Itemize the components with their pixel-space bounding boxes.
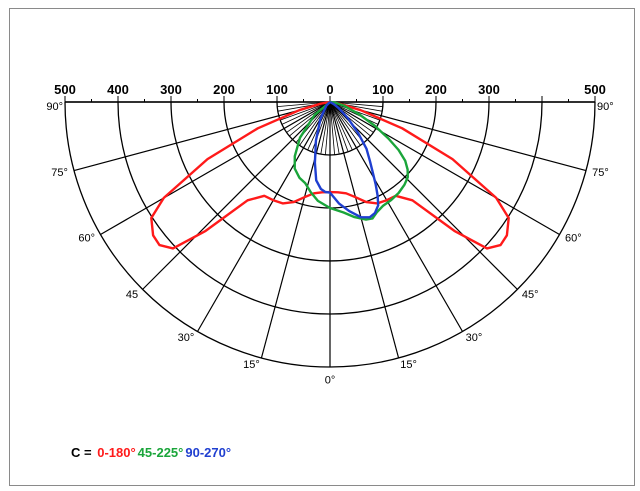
- angle-label: 75°: [592, 167, 609, 179]
- angle-label: 15°: [243, 359, 260, 371]
- grid-spoke: [260, 101, 331, 359]
- angle-label: 45°: [522, 289, 539, 301]
- radial-tick-label: 0: [326, 82, 333, 97]
- intensity-curves: [150, 100, 510, 250]
- radial-tick-label: 100: [266, 82, 288, 97]
- grid-spoke-fine: [281, 101, 331, 125]
- angle-label: 45: [126, 289, 138, 301]
- grid-spoke: [329, 101, 464, 332]
- radial-tick-label: 500: [54, 82, 76, 97]
- grid-spoke: [329, 101, 400, 359]
- angle-label: 75°: [51, 167, 68, 179]
- angle-label: 30°: [178, 332, 195, 344]
- legend-prefix: C =: [71, 445, 96, 460]
- radial-tick-label: 200: [425, 82, 447, 97]
- grid-spoke-fine: [280, 101, 331, 121]
- angle-label: 90°: [597, 101, 614, 113]
- grid-spoke-fine: [329, 101, 379, 125]
- grid-spoke: [329, 101, 560, 236]
- angle-label: 0°: [325, 374, 336, 386]
- angle-label: 90°: [46, 101, 63, 113]
- grid-spoke: [329, 101, 518, 290]
- series-45-225: [293, 100, 409, 221]
- polar-grid: [64, 96, 596, 368]
- legend-entry-0-180: 0-180°: [97, 445, 136, 460]
- angle-labels: 0° 15° 15° 30° 30° 45° 45 60° 60° 75° 75° 90° 90°: [46, 101, 613, 386]
- chart-frame: 500 400 300 200 100 0 100 200 300 500 0° 15° 15° 30°…: [9, 8, 635, 486]
- grid-spoke-fine: [329, 101, 340, 155]
- grid-spoke-fine: [324, 101, 331, 155]
- angle-label: 60°: [565, 233, 582, 245]
- grid-spoke: [100, 101, 331, 236]
- angle-label: 15°: [400, 359, 417, 371]
- radial-tick-label: 400: [107, 82, 129, 97]
- legend-entry-90-270: 90-270°: [185, 445, 232, 460]
- radial-tick-label: 500: [584, 82, 606, 97]
- grid-spoke-fine: [320, 101, 331, 155]
- series-90-270: [313, 100, 380, 219]
- grid-spoke: [73, 101, 331, 172]
- grid-spoke: [142, 101, 331, 290]
- grid-spoke-fine: [329, 101, 353, 151]
- radial-tick-label: 300: [478, 82, 500, 97]
- grid-spoke: [329, 101, 587, 172]
- grid-spoke: [196, 101, 331, 332]
- radial-tick-label: 100: [372, 82, 394, 97]
- grid-spoke-fine: [329, 101, 349, 152]
- angle-label: 60°: [78, 233, 95, 245]
- grid-spoke-fine: [329, 101, 361, 146]
- radial-tick-labels: 500 400 300 200 100 0 100 200 300 500: [54, 82, 606, 97]
- grid-spoke-fine: [329, 101, 336, 155]
- polar-chart: 500 400 300 200 100 0 100 200 300 500 0° 15° 15° 30°…: [46, 82, 613, 386]
- radial-tick-label: 300: [160, 82, 182, 97]
- angle-label: 30°: [466, 332, 483, 344]
- radial-tick-label: 200: [213, 82, 235, 97]
- legend-entry-45-225: 45-225°: [137, 445, 184, 460]
- legend: C = 0-180° 45-225° 90-270°: [71, 445, 233, 460]
